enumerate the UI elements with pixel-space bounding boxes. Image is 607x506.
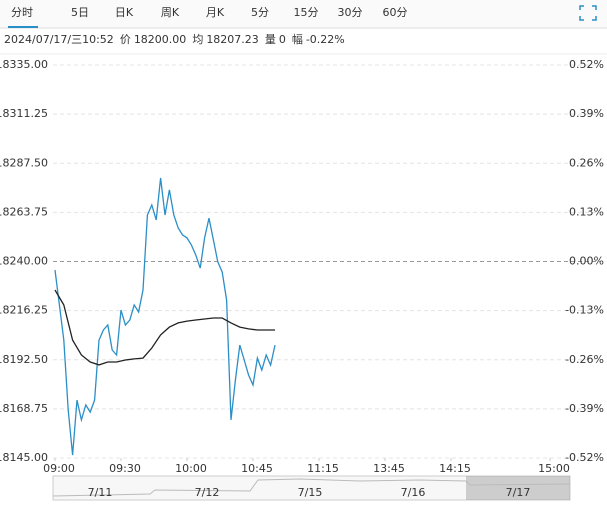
fullscreen-icon[interactable]: [579, 5, 597, 21]
x-tick-label: 13:45: [373, 462, 405, 475]
x-tick-label: 15:00: [538, 462, 570, 475]
tab[interactable]: 周K: [161, 6, 180, 19]
x-tick-label: 10:00: [175, 462, 207, 475]
tab[interactable]: 日K: [115, 6, 134, 19]
info-price: 18200.00: [134, 33, 187, 46]
y-tick-label: 18263.75: [0, 205, 48, 218]
y-tick-label: 18145.00: [0, 451, 48, 464]
info-volume-label: 量: [265, 33, 276, 46]
y2-tick-label: -0.52%: [565, 451, 604, 464]
x-tick-label: 09:00: [43, 462, 75, 475]
y2-tick-label: 0.26%: [569, 156, 604, 169]
info-volume: 0: [279, 33, 286, 46]
info-avg: 18207.23: [206, 33, 259, 46]
y-tick-label: 18311.25: [0, 107, 48, 120]
tab[interactable]: 5分: [251, 6, 269, 19]
y-tick-label: 18216.25: [0, 304, 48, 317]
info-avg-label: 均: [192, 33, 203, 46]
y2-tick-label: -0.39%: [565, 402, 604, 415]
series-line: [54, 289, 275, 366]
y-tick-label: 18192.50: [0, 353, 48, 366]
info-datetime: 2024/07/17/三10:52: [4, 33, 114, 46]
x-tick-label: 11:15: [307, 462, 339, 475]
tab[interactable]: 分时: [11, 6, 33, 19]
navigator-label: 7/11: [88, 486, 113, 499]
y-tick-label: 18335.00: [0, 58, 48, 71]
navigator-label: 7/15: [298, 486, 323, 499]
y2-tick-label: 0.13%: [569, 205, 604, 218]
y2-tick-label: -0.13%: [565, 304, 604, 317]
navigator-outline: [52, 478, 571, 497]
navigator-label: 7/16: [401, 486, 426, 499]
tab[interactable]: 15分: [294, 6, 319, 19]
tab[interactable]: 5日: [71, 6, 89, 19]
tab[interactable]: 30分: [338, 6, 363, 19]
navigator-selection[interactable]: [466, 476, 570, 500]
navigator-label: 7/17: [506, 486, 531, 499]
x-tick-label: 10:45: [241, 462, 273, 475]
navigator[interactable]: [52, 475, 571, 501]
info-change: -0.22%: [306, 33, 345, 46]
toolbar: [0, 0, 607, 28]
x-tick-label: 14:15: [439, 462, 471, 475]
y2-tick-label: 0.52%: [569, 58, 604, 71]
y2-tick-label: 0.39%: [569, 107, 604, 120]
y-tick-label: 18168.75: [0, 402, 48, 415]
tab[interactable]: 月K: [206, 6, 225, 19]
tab[interactable]: 60分: [383, 6, 408, 19]
y-tick-label: 18287.50: [0, 156, 48, 169]
y2-tick-label: -0.26%: [565, 353, 604, 366]
info-price-label: 价: [120, 33, 131, 46]
y-tick-label: 18240.00: [0, 255, 48, 268]
y2-tick-label: 0.00%: [569, 255, 604, 268]
series-line: [54, 177, 276, 456]
navigator-label: 7/12: [195, 486, 220, 499]
info-change-label: 幅: [292, 33, 303, 46]
x-tick-label: 09:30: [109, 462, 141, 475]
